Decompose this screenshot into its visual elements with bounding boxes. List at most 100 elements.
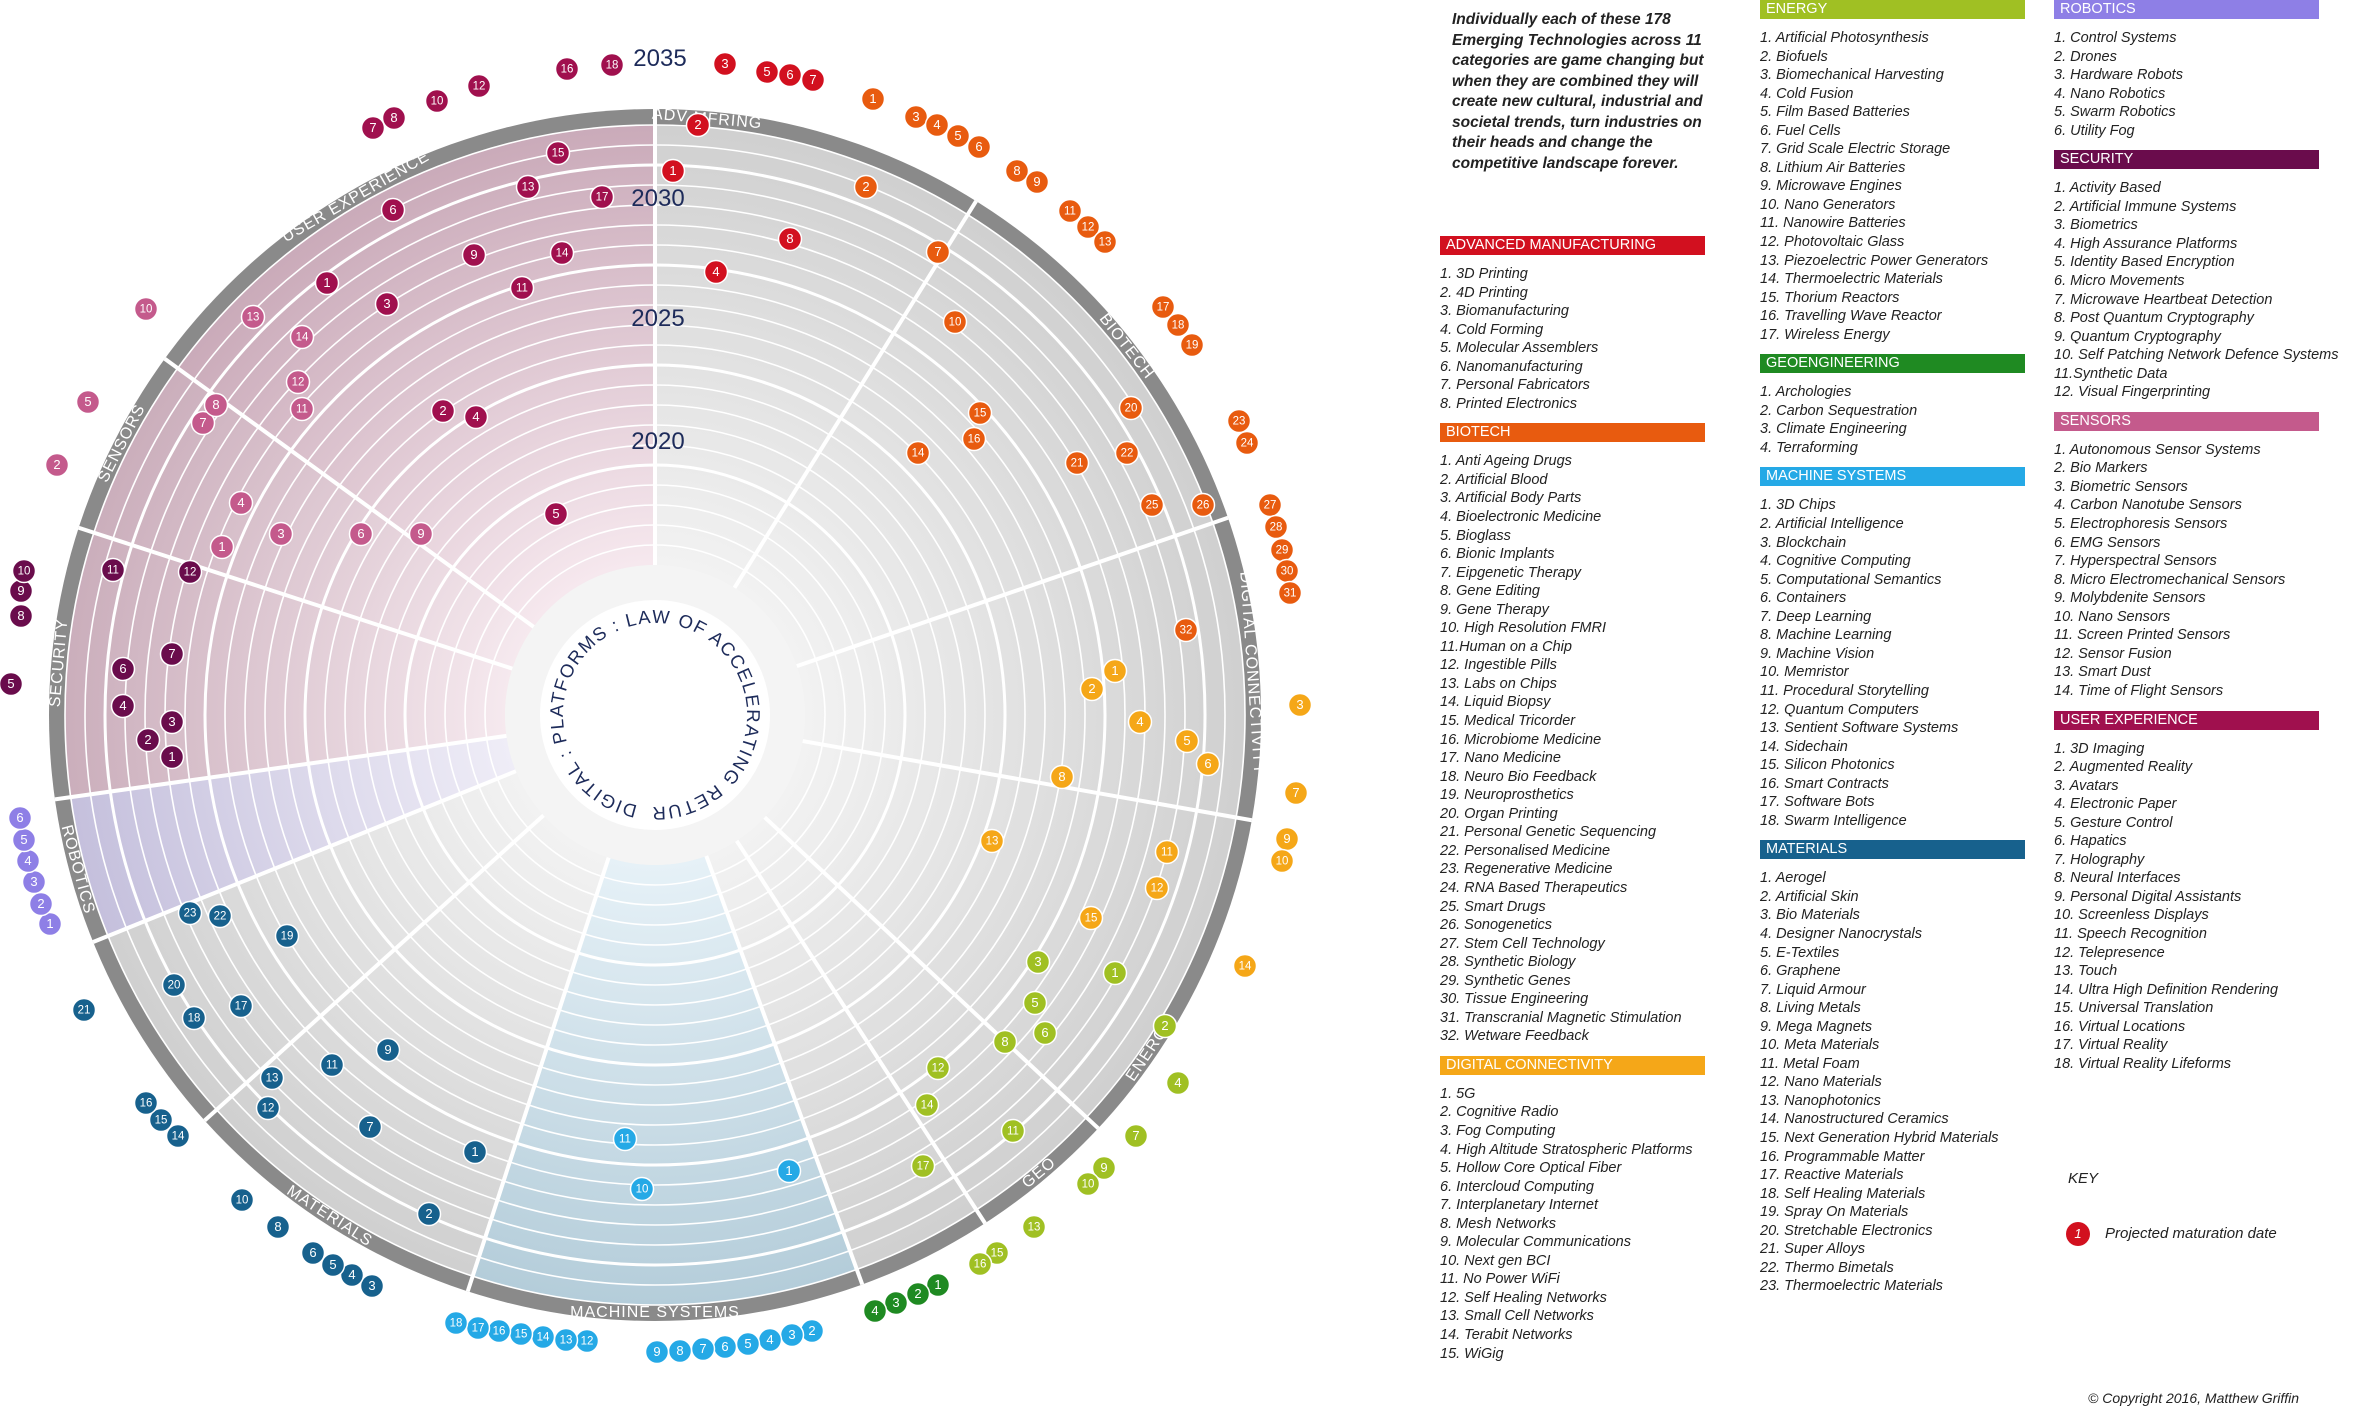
technology-marker[interactable]: 3 xyxy=(268,521,294,547)
technology-marker[interactable]: 6 xyxy=(348,521,374,547)
technology-marker[interactable]: 9 xyxy=(461,242,487,268)
technology-marker[interactable]: 13 xyxy=(240,304,266,330)
technology-marker[interactable]: 8 xyxy=(1004,158,1030,184)
technology-marker[interactable]: 1 xyxy=(462,1139,488,1165)
technology-marker[interactable]: 23 xyxy=(177,900,203,926)
technology-marker[interactable]: 6 xyxy=(1032,1020,1058,1046)
technology-marker[interactable]: 2 xyxy=(430,398,456,424)
technology-marker[interactable]: 8 xyxy=(777,226,803,252)
technology-marker[interactable]: 12 xyxy=(255,1095,281,1121)
technology-marker[interactable]: 25 xyxy=(1139,492,1165,518)
technology-marker[interactable]: 15 xyxy=(508,1321,534,1347)
technology-marker[interactable]: 17 xyxy=(910,1153,936,1179)
technology-marker[interactable]: 7 xyxy=(800,67,826,93)
technology-marker[interactable]: 30 xyxy=(1274,558,1300,584)
technology-marker[interactable]: 17 xyxy=(1150,294,1176,320)
technology-marker[interactable]: 6 xyxy=(1195,751,1221,777)
technology-marker[interactable]: 15 xyxy=(148,1107,174,1133)
technology-marker[interactable]: 9 xyxy=(644,1339,670,1365)
technology-marker[interactable]: 10 xyxy=(629,1176,655,1202)
technology-marker[interactable]: 1 xyxy=(776,1158,802,1184)
technology-marker[interactable]: 5 xyxy=(0,671,24,697)
technology-marker[interactable]: 14 xyxy=(530,1324,556,1350)
technology-marker[interactable]: 17 xyxy=(589,184,615,210)
technology-marker[interactable]: 16 xyxy=(554,56,580,82)
technology-marker[interactable]: 1 xyxy=(1102,960,1128,986)
technology-marker[interactable]: 11 xyxy=(1154,839,1180,865)
technology-marker[interactable]: 11 xyxy=(100,557,126,583)
technology-marker[interactable]: 13 xyxy=(979,828,1005,854)
technology-marker[interactable]: 4 xyxy=(757,1327,783,1353)
technology-marker[interactable]: 5 xyxy=(1022,990,1048,1016)
technology-marker[interactable]: 9 xyxy=(1024,169,1050,195)
technology-marker[interactable]: 12 xyxy=(466,73,492,99)
technology-marker[interactable]: 16 xyxy=(961,426,987,452)
technology-marker[interactable]: 1 xyxy=(660,158,686,184)
technology-marker[interactable]: 6 xyxy=(966,134,992,160)
technology-marker[interactable]: 6 xyxy=(7,805,33,831)
technology-marker[interactable]: 10 xyxy=(1269,848,1295,874)
technology-marker[interactable]: 15 xyxy=(1078,905,1104,931)
technology-marker[interactable]: 31 xyxy=(1277,580,1303,606)
technology-marker[interactable]: 16 xyxy=(133,1090,159,1116)
technology-marker[interactable]: 3 xyxy=(374,291,400,317)
technology-marker[interactable]: 18 xyxy=(599,52,625,78)
technology-marker[interactable]: 23 xyxy=(1226,408,1252,434)
technology-marker[interactable]: 2 xyxy=(799,1318,825,1344)
technology-marker[interactable]: 9 xyxy=(1274,826,1300,852)
technology-marker[interactable]: 20 xyxy=(161,972,187,998)
technology-marker[interactable]: 1 xyxy=(314,270,340,296)
technology-marker[interactable]: 4 xyxy=(339,1262,365,1288)
technology-marker[interactable]: 11 xyxy=(1000,1118,1026,1144)
technology-marker[interactable]: 8 xyxy=(381,105,407,131)
technology-marker[interactable]: 4 xyxy=(1127,709,1153,735)
technology-marker[interactable]: 3 xyxy=(1025,949,1051,975)
technology-marker[interactable]: 3 xyxy=(883,1290,909,1316)
technology-marker[interactable]: 7 xyxy=(159,641,185,667)
technology-marker[interactable]: 2 xyxy=(853,174,879,200)
technology-marker[interactable]: 18 xyxy=(443,1310,469,1336)
technology-marker[interactable]: 5 xyxy=(320,1252,346,1278)
technology-marker[interactable]: 26 xyxy=(1190,492,1216,518)
technology-marker[interactable]: 10 xyxy=(11,558,37,584)
technology-marker[interactable]: 7 xyxy=(190,410,216,436)
technology-marker[interactable]: 12 xyxy=(177,559,203,585)
technology-marker[interactable]: 12 xyxy=(925,1055,951,1081)
technology-marker[interactable]: 11 xyxy=(509,275,535,301)
technology-marker[interactable]: 13 xyxy=(1092,229,1118,255)
technology-marker[interactable]: 2 xyxy=(416,1201,442,1227)
technology-marker[interactable]: 4 xyxy=(862,1298,888,1324)
technology-marker[interactable]: 1 xyxy=(925,1272,951,1298)
technology-marker[interactable]: 13 xyxy=(1021,1214,1047,1240)
technology-marker[interactable]: 9 xyxy=(408,521,434,547)
technology-marker[interactable]: 13 xyxy=(515,174,541,200)
technology-marker[interactable]: 18 xyxy=(1165,312,1191,338)
technology-marker[interactable]: 14 xyxy=(905,440,931,466)
technology-marker[interactable]: 5 xyxy=(754,59,780,85)
technology-marker[interactable]: 8 xyxy=(8,603,34,629)
technology-marker[interactable]: 22 xyxy=(207,903,233,929)
technology-marker[interactable]: 7 xyxy=(690,1336,716,1362)
technology-marker[interactable]: 16 xyxy=(486,1318,512,1344)
technology-marker[interactable]: 19 xyxy=(274,923,300,949)
technology-marker[interactable]: 1 xyxy=(209,534,235,560)
technology-marker[interactable]: 10 xyxy=(229,1187,255,1213)
technology-marker[interactable]: 4 xyxy=(110,693,136,719)
technology-marker[interactable]: 3 xyxy=(159,709,185,735)
technology-marker[interactable]: 17 xyxy=(228,993,254,1019)
technology-marker[interactable]: 4 xyxy=(703,259,729,285)
technology-marker[interactable]: 6 xyxy=(777,62,803,88)
technology-marker[interactable]: 10 xyxy=(133,296,159,322)
technology-marker[interactable]: 14 xyxy=(1232,953,1258,979)
technology-marker[interactable]: 5 xyxy=(75,389,101,415)
technology-marker[interactable]: 29 xyxy=(1269,537,1295,563)
technology-marker[interactable]: 20 xyxy=(1118,395,1144,421)
technology-marker[interactable]: 2 xyxy=(905,1281,931,1307)
technology-marker[interactable]: 5 xyxy=(543,501,569,527)
technology-marker[interactable]: 5 xyxy=(945,123,971,149)
technology-marker[interactable]: 14 xyxy=(165,1123,191,1149)
technology-marker[interactable]: 12 xyxy=(574,1328,600,1354)
technology-marker[interactable]: 14 xyxy=(914,1092,940,1118)
technology-marker[interactable]: 18 xyxy=(181,1005,207,1031)
technology-marker[interactable]: 9 xyxy=(1091,1155,1117,1181)
